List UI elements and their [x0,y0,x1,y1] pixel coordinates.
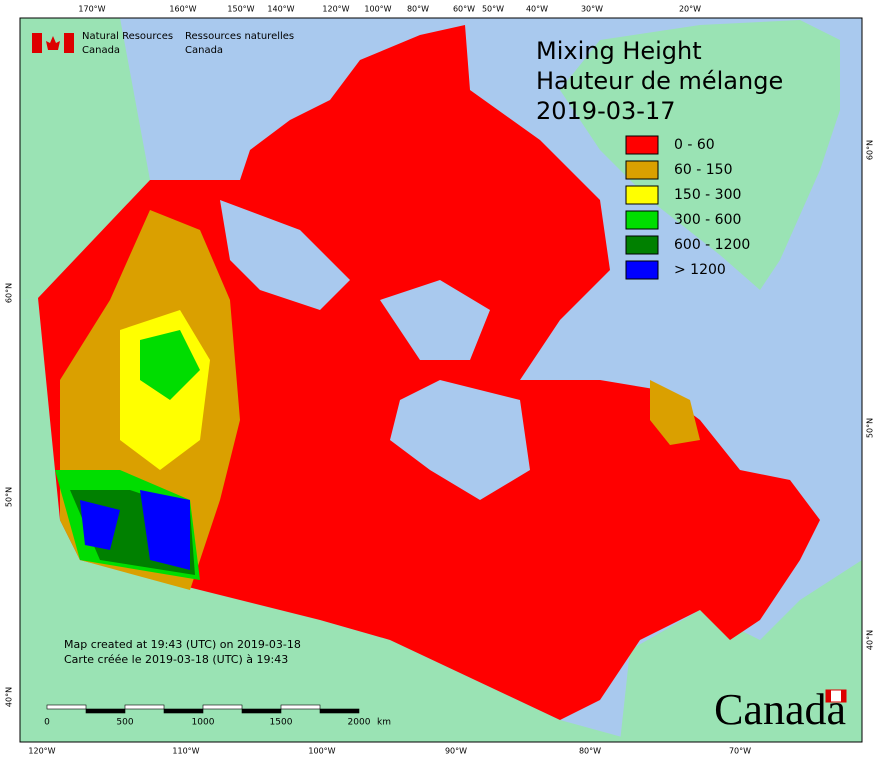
lon-label: 60°W [453,5,475,14]
greenland [560,20,840,290]
lat-label: 60°N [866,140,875,160]
legend-swatch [625,135,659,155]
scale-segment [85,708,126,714]
scale-label: 2000 [348,718,371,728]
scale-segment [124,704,165,710]
legend-swatch [625,160,659,180]
scale-segment [241,708,282,714]
lat-label: 40°N [866,630,875,650]
legend-swatch [625,185,659,205]
lat-label: 50°N [5,487,14,507]
title: Mixing Height [536,37,702,65]
lon-label: 150°W [227,5,254,14]
flag-left [32,33,42,53]
lon-label: 120°W [28,747,55,756]
lon-label: 120°W [322,5,349,14]
hudson-bay [390,380,530,500]
footer: Carte créée le 2019-03-18 (UTC) à 19:43 [64,653,288,666]
legend-label: 60 - 150 [674,162,733,178]
legend-label: 300 - 600 [674,212,741,228]
lon-label: 100°W [364,5,391,14]
lat-label: 40°N [5,687,14,707]
scale-segment [319,708,360,714]
flag-leaf [46,36,60,50]
legend-label: > 1200 [674,262,726,278]
lon-label: 170°W [78,5,105,14]
scale-label: 500 [116,718,133,728]
lat-label: 60°N [5,283,14,303]
org-en: Canada [82,45,120,56]
org-fr: Ressources naturelles [185,31,294,42]
org-fr: Canada [185,45,223,56]
lon-label: 160°W [169,5,196,14]
title: 2019-03-17 [536,97,675,125]
usa [20,298,640,742]
zone-300-600 [140,330,200,400]
scale-unit: km [377,718,391,728]
frame [19,17,863,743]
lon-label: 20°W [679,5,701,14]
lon-label: 80°W [579,747,601,756]
scale-segment [202,704,243,710]
wordmark: Canada [714,685,846,734]
lon-label: 30°W [581,5,603,14]
legend-swatch [625,260,659,280]
scale-segment [280,704,321,710]
wordmark-flag-r [841,690,846,702]
usa-east [620,560,862,742]
legend-label: 0 - 60 [674,137,715,153]
scale-label: 1500 [270,718,293,728]
lon-label: 140°W [267,5,294,14]
scale-segment [163,708,204,714]
scale-segment [46,704,87,710]
canada [38,25,820,720]
footer: Map created at 19:43 (UTC) on 2019-03-18 [64,638,301,651]
legend-swatch [625,235,659,255]
zone-over-1200 [80,490,190,570]
wordmark-flag-l [826,690,831,702]
scale-label: 0 [44,718,50,728]
foxe-basin [380,280,490,360]
scale-label: 1000 [192,718,215,728]
org-en: Natural Resources [82,31,173,42]
lon-label: 40°W [526,5,548,14]
legend-swatch [625,210,659,230]
lon-label: 50°W [482,5,504,14]
lat-label: 50°N [866,418,875,438]
lon-label: 80°W [407,5,429,14]
title: Hauteur de mélange [536,67,783,95]
lon-label: 70°W [729,747,751,756]
flag-right [64,33,74,53]
alaska [20,18,150,300]
lon-label: 100°W [308,747,335,756]
arctic-channel [220,200,350,310]
legend-label: 600 - 1200 [674,237,750,253]
lon-label: 90°W [445,747,467,756]
zone-labrador [650,380,700,445]
lon-label: 110°W [172,747,199,756]
legend-label: 150 - 300 [674,187,741,203]
